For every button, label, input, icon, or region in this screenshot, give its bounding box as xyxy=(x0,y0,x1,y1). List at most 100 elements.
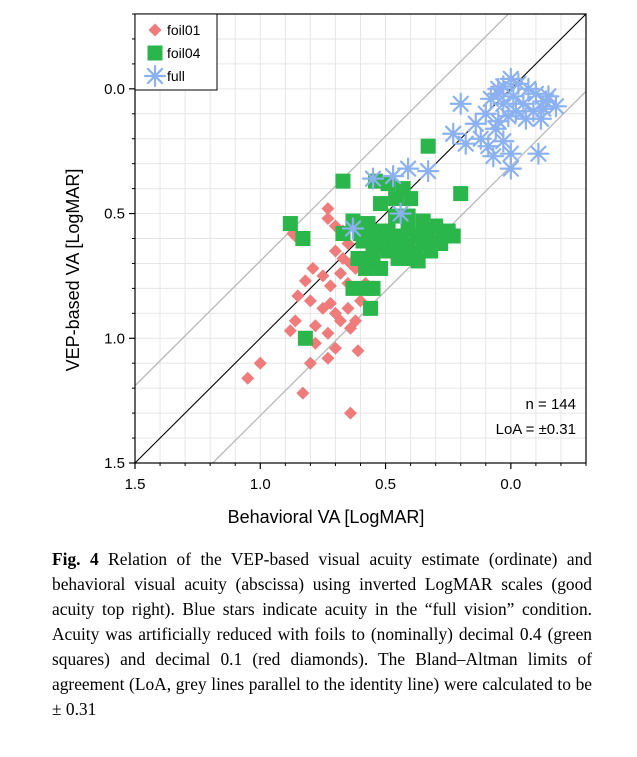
full-point xyxy=(499,157,522,180)
full-point xyxy=(454,132,477,155)
full-point xyxy=(464,112,487,135)
star-stroke xyxy=(490,85,507,102)
foil01-point xyxy=(343,406,357,420)
foil04-point xyxy=(420,138,436,154)
star-stroke xyxy=(457,135,474,152)
x-tick-label: 1.5 xyxy=(125,476,146,493)
star-stroke xyxy=(540,88,557,105)
foil04-point xyxy=(363,300,379,316)
foil01-point xyxy=(333,314,347,328)
foil04-point xyxy=(423,243,439,259)
foil04-point xyxy=(358,260,374,276)
star-stroke xyxy=(399,160,417,177)
foil04-point xyxy=(282,216,298,232)
star-stroke xyxy=(517,110,535,127)
full-point xyxy=(527,142,550,165)
foil01-point xyxy=(341,301,355,315)
legend-label-foil04: foil04 xyxy=(167,45,201,61)
annotation-n: n = 144 xyxy=(526,396,576,413)
caption-text: Relation of the VEP-based visual acuity … xyxy=(52,549,592,719)
foil01-point xyxy=(296,386,310,400)
star-stroke xyxy=(485,148,502,165)
x-tick-label: 0.0 xyxy=(500,476,521,493)
foil04-point xyxy=(355,233,371,249)
full-point xyxy=(381,165,405,188)
full-point xyxy=(442,122,465,145)
star-stroke xyxy=(392,205,409,222)
star-stroke xyxy=(547,98,565,115)
legend: foil01 foil04 full xyxy=(134,13,218,91)
foil04-point xyxy=(345,280,361,296)
foil04-point xyxy=(403,191,419,207)
full-point xyxy=(397,157,420,180)
full-point xyxy=(474,102,497,125)
foil04-point xyxy=(295,231,311,246)
star-stroke xyxy=(505,88,522,105)
star-stroke xyxy=(364,170,382,187)
legend-marker-foil01 xyxy=(148,23,162,37)
foil04-point xyxy=(373,260,389,276)
identity-line xyxy=(135,14,586,463)
full-point xyxy=(544,95,568,118)
foil04-point xyxy=(390,250,406,266)
foil01-point xyxy=(321,326,335,340)
full-point xyxy=(529,107,553,130)
foil04-point xyxy=(410,253,426,269)
foil01-point xyxy=(328,244,342,258)
star-stroke xyxy=(502,160,520,177)
y-axis-title: VEP-based VA [LogMAR] xyxy=(63,169,83,372)
caption-fig-label: Fig. 4 xyxy=(52,549,99,569)
star-stroke xyxy=(480,138,497,155)
foil04-point xyxy=(453,186,469,202)
foil04-point xyxy=(335,226,351,242)
full-point xyxy=(537,85,560,108)
star-stroke xyxy=(467,115,484,132)
foil01-point xyxy=(283,324,297,338)
foil01-point xyxy=(323,279,337,293)
foil04-point xyxy=(297,330,313,346)
loa-line xyxy=(211,90,586,463)
foil04-point xyxy=(380,176,396,192)
foil01-point xyxy=(253,356,267,370)
full-point xyxy=(389,202,412,225)
star-stroke xyxy=(495,95,512,112)
foil04-point xyxy=(445,228,461,244)
y-tick-label: 0.5 xyxy=(104,206,125,223)
foil01-point xyxy=(306,261,320,275)
legend-marker-full xyxy=(143,64,167,88)
full-point xyxy=(361,167,385,190)
full-point xyxy=(417,160,440,183)
foil01-point xyxy=(351,344,365,358)
foil01-point xyxy=(308,319,322,333)
foil01-point xyxy=(303,356,317,370)
foil01-point xyxy=(333,266,347,280)
full-point xyxy=(482,145,505,168)
full-point xyxy=(487,82,510,105)
foil01-point xyxy=(303,294,317,308)
axis-ticks: 1.5 1.0 0.5 0.0 0.0 0.5 1.0 1.5 xyxy=(104,13,587,493)
foil01-point xyxy=(291,289,305,303)
star-stroke xyxy=(532,110,550,127)
foil04-point xyxy=(415,213,431,229)
figure-caption: Fig. 4 Relation of the VEP-based visual … xyxy=(52,547,592,722)
foil04-point xyxy=(335,173,351,189)
star-stroke xyxy=(445,125,462,142)
y-tick-label: 1.0 xyxy=(104,330,125,347)
foil04-point xyxy=(400,208,416,224)
y-tick-label: 1.5 xyxy=(104,455,125,472)
y-tick-label: 0.0 xyxy=(104,81,125,98)
foil01-point xyxy=(321,202,335,216)
annotation-loa: LoA = ±0.31 xyxy=(496,421,576,438)
x-tick-label: 0.5 xyxy=(375,476,396,493)
foil04-point xyxy=(373,196,389,212)
star-stroke xyxy=(146,67,164,85)
star-stroke xyxy=(344,220,362,237)
foil01-point xyxy=(316,301,330,315)
data-points xyxy=(241,67,568,420)
legend-label-full: full xyxy=(167,68,185,84)
star-stroke xyxy=(530,145,547,162)
full-point xyxy=(484,117,507,140)
full-point xyxy=(341,217,365,240)
star-stroke xyxy=(452,95,469,112)
star-stroke xyxy=(487,120,504,137)
